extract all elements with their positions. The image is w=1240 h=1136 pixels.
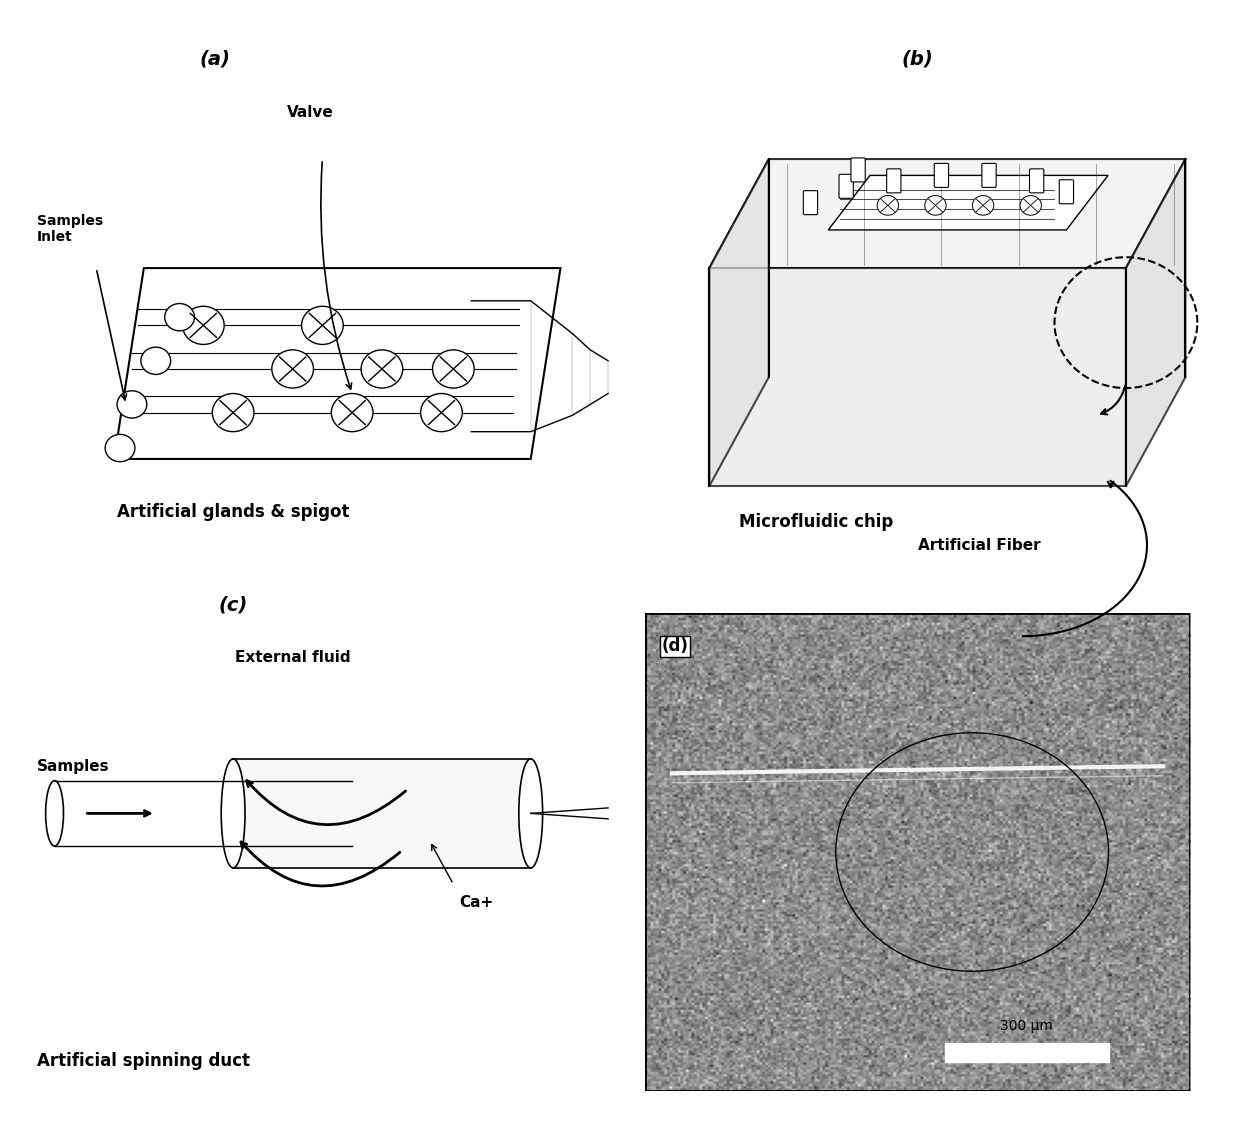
FancyBboxPatch shape [934, 164, 949, 187]
Circle shape [1021, 195, 1042, 215]
Ellipse shape [518, 759, 543, 868]
Text: 300 μm: 300 μm [1001, 1019, 1053, 1034]
Circle shape [301, 307, 343, 344]
Circle shape [420, 393, 463, 432]
Text: (c): (c) [218, 595, 248, 615]
FancyBboxPatch shape [1059, 179, 1074, 203]
Text: Artificial Fiber: Artificial Fiber [919, 537, 1040, 553]
Circle shape [105, 434, 135, 461]
Circle shape [165, 303, 195, 331]
Text: Artificial glands & spigot: Artificial glands & spigot [117, 502, 350, 520]
FancyBboxPatch shape [851, 158, 866, 182]
FancyBboxPatch shape [1029, 169, 1044, 193]
Circle shape [141, 348, 171, 375]
Circle shape [182, 307, 224, 344]
Text: Valve: Valve [288, 105, 334, 119]
Circle shape [972, 195, 993, 215]
Text: (b): (b) [901, 50, 934, 69]
Text: Ca+: Ca+ [459, 895, 494, 910]
Text: External fluid: External fluid [234, 650, 351, 665]
Circle shape [272, 350, 314, 389]
Circle shape [117, 391, 146, 418]
Text: Samples: Samples [37, 759, 109, 774]
Polygon shape [709, 159, 1185, 268]
Text: (a): (a) [200, 50, 231, 69]
FancyBboxPatch shape [982, 164, 996, 187]
FancyBboxPatch shape [839, 174, 853, 199]
Circle shape [361, 350, 403, 389]
Circle shape [877, 195, 899, 215]
Text: Samples
Inlet: Samples Inlet [37, 214, 103, 244]
Circle shape [331, 393, 373, 432]
FancyBboxPatch shape [804, 191, 817, 215]
Text: (d): (d) [661, 637, 688, 655]
Circle shape [433, 350, 474, 389]
Ellipse shape [46, 780, 63, 846]
Circle shape [212, 393, 254, 432]
Text: Microfluidic chip: Microfluidic chip [739, 513, 893, 532]
Circle shape [925, 195, 946, 215]
Polygon shape [1126, 159, 1185, 486]
Text: Artificial spinning duct: Artificial spinning duct [37, 1052, 250, 1070]
Polygon shape [709, 268, 1126, 486]
Ellipse shape [221, 759, 246, 868]
Polygon shape [828, 175, 1109, 229]
Polygon shape [709, 159, 769, 486]
FancyBboxPatch shape [887, 169, 901, 193]
